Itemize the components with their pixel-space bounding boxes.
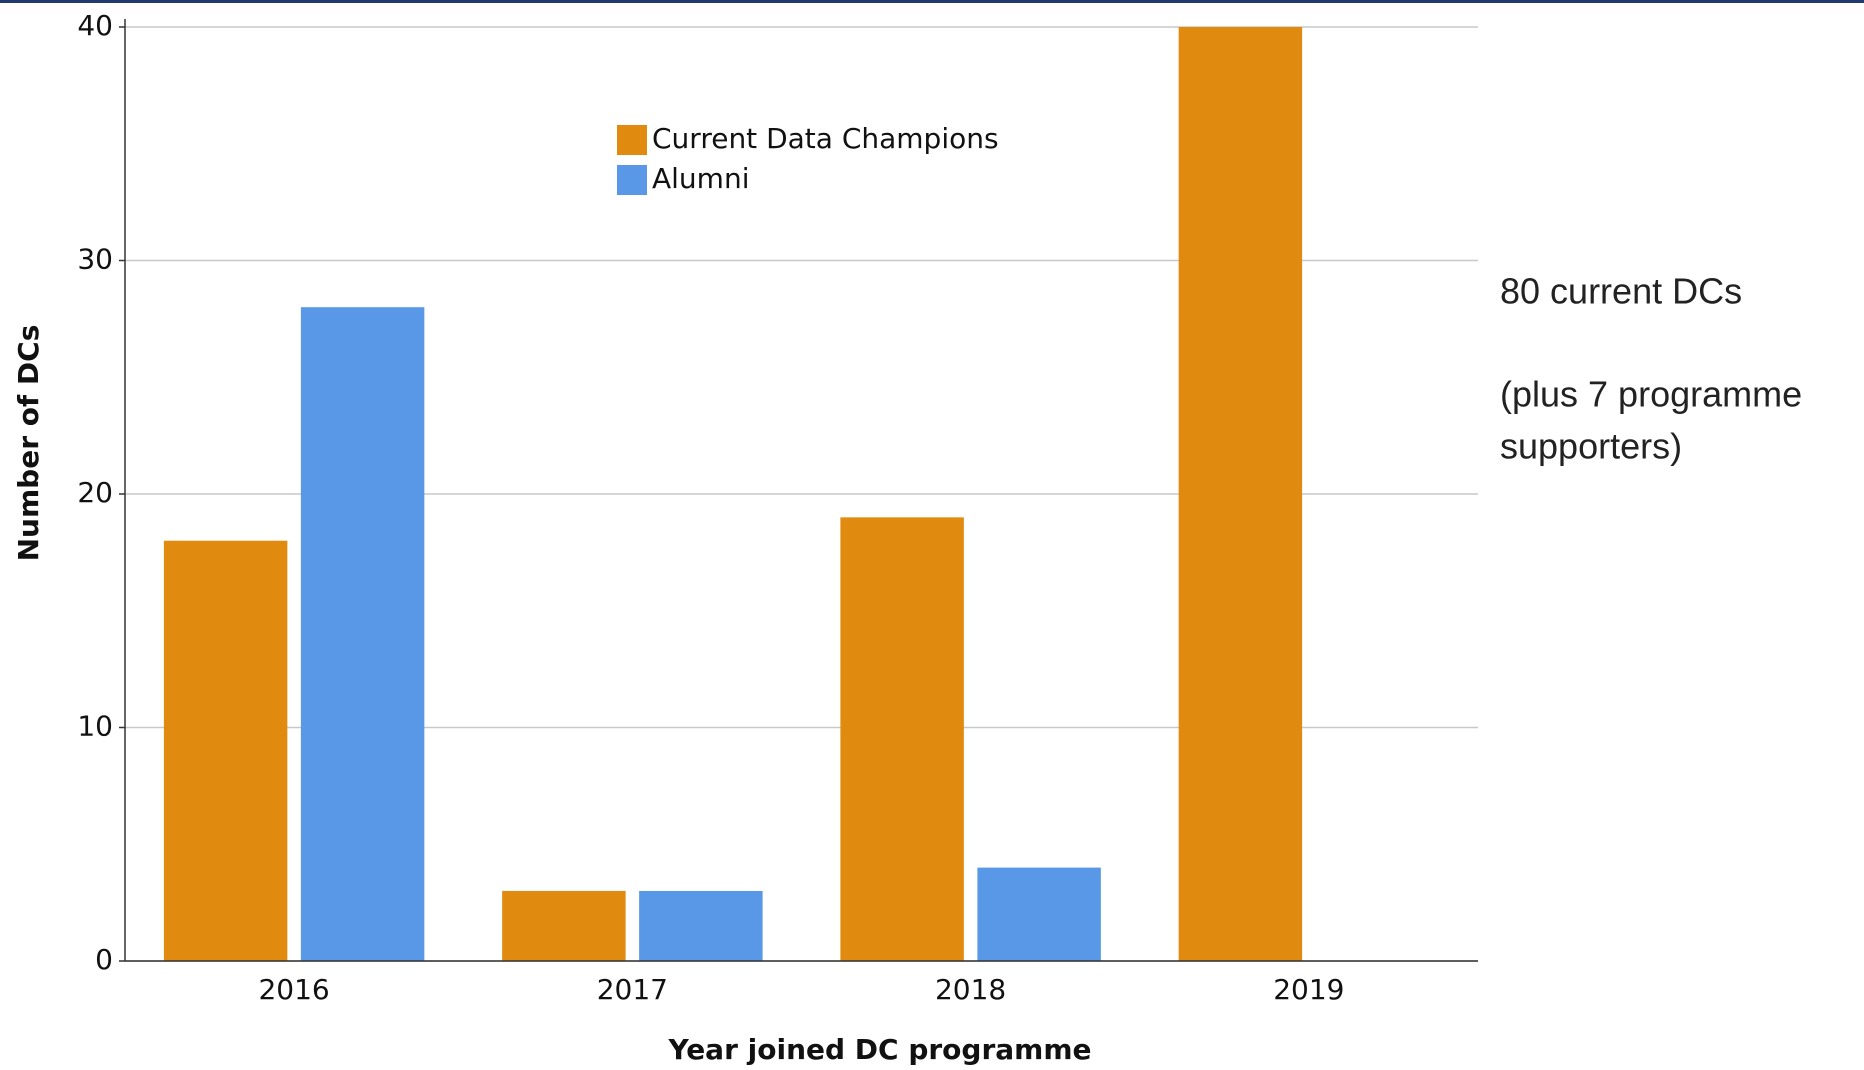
bar xyxy=(840,517,964,961)
bar xyxy=(1178,27,1303,961)
bar xyxy=(163,540,288,961)
legend-swatch xyxy=(617,165,647,195)
x-tick-label: 2019 xyxy=(1273,973,1344,1006)
bar xyxy=(977,867,1101,961)
annotation: supporters) xyxy=(1500,426,1682,467)
legend-label: Current Data Champions xyxy=(652,122,999,155)
legend-swatch xyxy=(617,125,647,155)
y-axis-title: Number of DCs xyxy=(12,325,45,562)
y-tick-label: 40 xyxy=(77,9,113,42)
bar xyxy=(300,307,425,961)
y-tick-label: 10 xyxy=(77,710,113,743)
x-tick-label: 2018 xyxy=(935,973,1006,1006)
y-tick-label: 20 xyxy=(77,476,113,509)
annotation: (plus 7 programme xyxy=(1500,374,1802,415)
y-tick-label: 30 xyxy=(77,243,113,276)
top-border xyxy=(0,0,1864,3)
x-tick-label: 2016 xyxy=(258,973,329,1006)
x-tick-label: 2017 xyxy=(597,973,668,1006)
y-tick-label: 0 xyxy=(95,943,113,976)
annotation: 80 current DCs xyxy=(1500,271,1742,312)
bar xyxy=(639,890,763,961)
x-axis-title: Year joined DC programme xyxy=(667,1033,1091,1066)
bar xyxy=(502,890,626,961)
legend-label: Alumni xyxy=(652,162,749,195)
